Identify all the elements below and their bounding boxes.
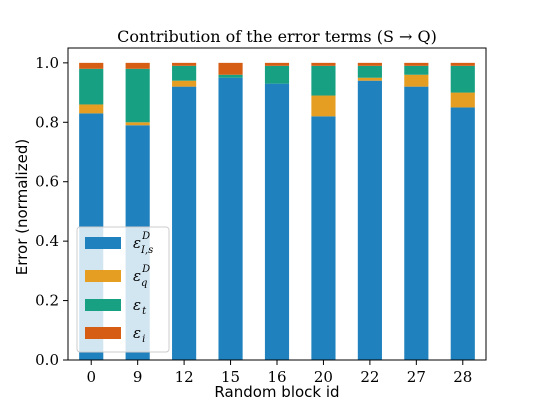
bar-segment <box>357 65 382 78</box>
bar-segment <box>264 65 290 84</box>
legend-entry: εD q <box>133 264 150 289</box>
x-tick-label: 28 <box>453 368 472 386</box>
bar-segment <box>404 86 429 360</box>
bar-segment <box>357 77 382 81</box>
legend-entry: εD I,s <box>133 231 153 256</box>
x-tick-label: 9 <box>133 368 143 386</box>
x-axis-label: Random block id <box>214 383 339 401</box>
y-axis-label: Error (normalized) <box>13 139 31 275</box>
x-tick-label: 15 <box>221 368 240 386</box>
legend-swatch <box>85 299 121 311</box>
bar-segment <box>357 62 382 66</box>
y-tick-label: 0.6 <box>35 173 59 191</box>
legend-swatch <box>85 237 121 249</box>
bars <box>79 62 475 361</box>
y-tick-label: 0.8 <box>35 113 59 131</box>
bar-segment <box>264 62 290 66</box>
bar-segment <box>79 62 104 69</box>
plot-frame <box>67 47 487 361</box>
x-tick-label: 12 <box>175 368 194 386</box>
bar-segment <box>125 122 150 126</box>
y-tick-label: 0.2 <box>35 292 59 310</box>
y-tick-label: 0.4 <box>35 232 59 250</box>
bar-segment <box>404 62 429 66</box>
bar-segment <box>172 65 197 81</box>
legend-entry: εi <box>133 324 145 345</box>
bar-segment <box>172 80 197 87</box>
bar-segment <box>125 62 150 69</box>
bar-segment <box>450 62 475 66</box>
x-tick-label: 22 <box>360 368 379 386</box>
x-tick-label: 27 <box>407 368 426 386</box>
bar-segment <box>311 95 336 117</box>
bar-segment <box>218 74 243 78</box>
bar-segment <box>79 68 104 105</box>
bar-segment <box>264 83 290 360</box>
bar-segment <box>172 62 197 66</box>
bar-segment <box>450 107 475 361</box>
legend-box <box>76 226 170 353</box>
bar-segment <box>79 104 104 114</box>
bar-segment <box>172 86 197 360</box>
bar-segment <box>450 65 475 93</box>
bar-segment <box>311 116 336 360</box>
x-tick-label: 20 <box>314 368 333 386</box>
legend: εD I,s εD q εt εi <box>76 226 170 353</box>
bar-segment <box>125 68 150 123</box>
y-tick-label: 1.0 <box>35 54 59 72</box>
chart-title: Contribution of the error terms (S → Q) <box>117 27 437 46</box>
x-tick-label: 16 <box>267 368 286 386</box>
axes: 0 9 12 15 16 20 22 27 28 0.0 0.2 0.4 0.6 0.8 1.0 <box>35 47 487 386</box>
bar-segment <box>450 92 475 108</box>
legend-entry: εt <box>133 296 147 317</box>
bar-segment <box>404 65 429 75</box>
bar-segment <box>311 65 336 96</box>
legend-swatch <box>85 327 121 339</box>
bar-segment <box>404 74 429 87</box>
bar-segment <box>218 62 243 75</box>
x-tick-label: 0 <box>86 368 96 386</box>
bar-segment <box>218 77 243 361</box>
y-tick-label: 0.0 <box>35 351 59 369</box>
legend-swatch <box>85 270 121 282</box>
bar-segment <box>311 62 336 66</box>
bar-segment <box>357 80 382 360</box>
